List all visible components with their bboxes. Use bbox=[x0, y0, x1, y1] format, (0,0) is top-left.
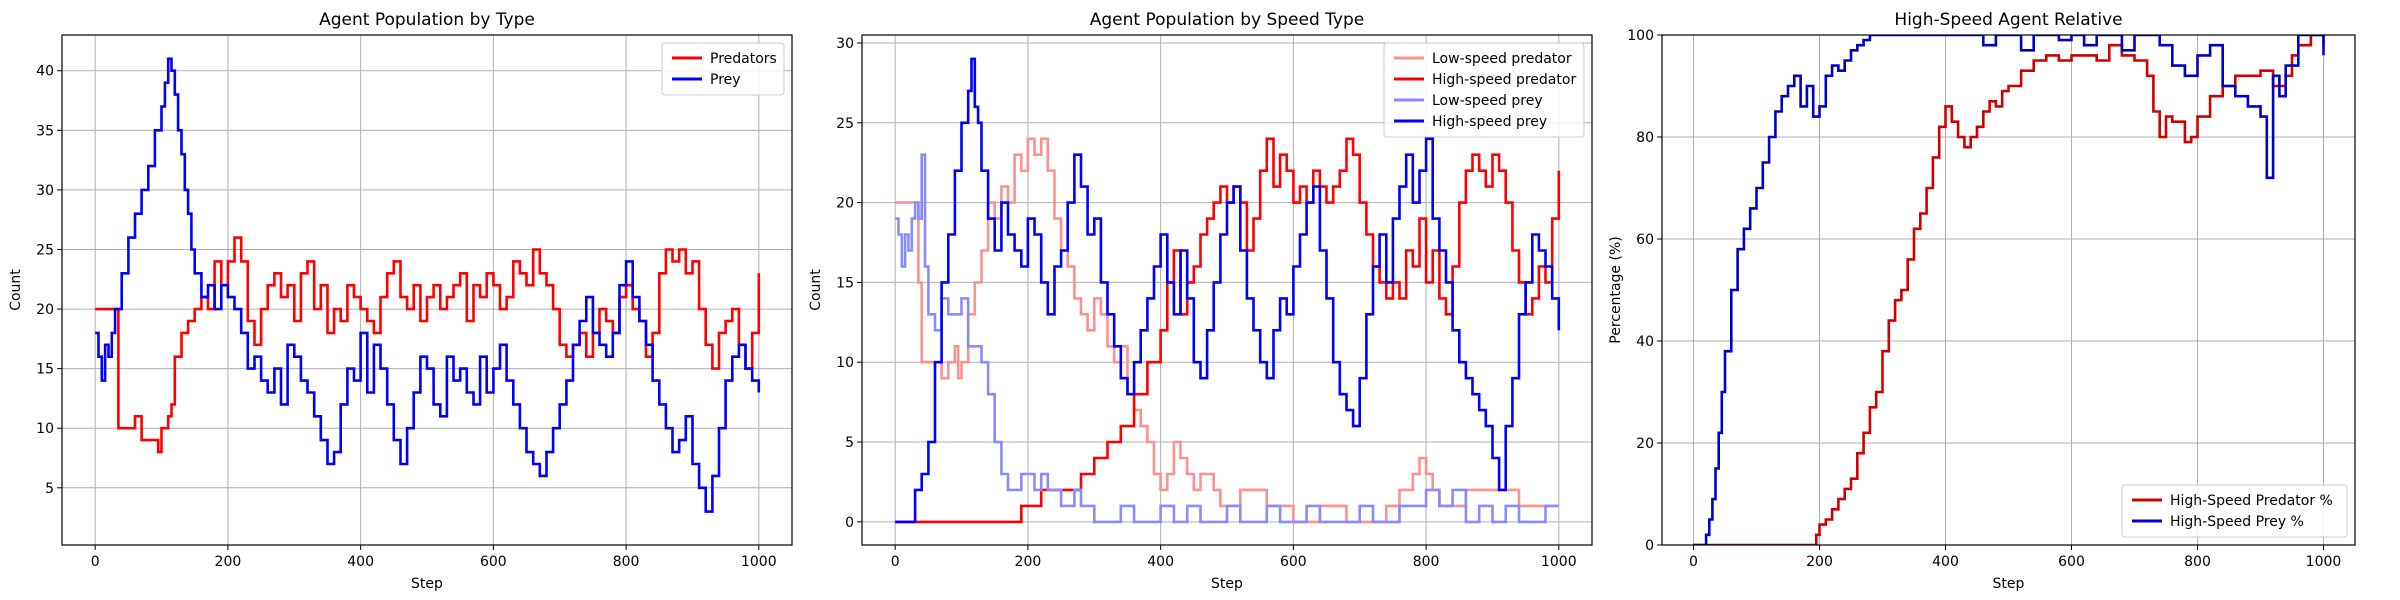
legend-box bbox=[2121, 484, 2348, 538]
y-tick-label: 0 bbox=[1645, 538, 1654, 554]
y-tick-label: 25 bbox=[836, 116, 854, 132]
x-tick-label: 200 bbox=[1015, 554, 1042, 570]
x-axis-label: Step bbox=[1211, 576, 1243, 592]
legend-entry: Low-speed prey bbox=[1432, 93, 1543, 109]
x-tick-label: 200 bbox=[1806, 554, 1833, 570]
legend-box bbox=[661, 42, 785, 96]
y-tick-label: 30 bbox=[836, 36, 854, 52]
x-tick-label: 0 bbox=[1689, 554, 1698, 570]
y-axis-label: Count bbox=[8, 269, 24, 311]
series-line-2 bbox=[95, 57, 761, 513]
legend-entry: High-Speed Predator % bbox=[2170, 493, 2333, 509]
chart-panel-2: 0 200 400 600 800 1000 0 5 10 15 20 25 30 Agent Popul… bbox=[808, 10, 1593, 592]
y-tick-label: 10 bbox=[836, 355, 854, 371]
axes-frame bbox=[61, 34, 793, 546]
x-tick-label: 0 bbox=[891, 554, 900, 570]
y-tick-label: 0 bbox=[845, 515, 854, 531]
legend-box bbox=[1383, 42, 1585, 138]
y-tick-label: 15 bbox=[836, 275, 854, 291]
y-tick-label: 30 bbox=[36, 183, 54, 199]
x-tick-label: 1000 bbox=[2306, 554, 2342, 570]
legend-entry: Low-speed predator bbox=[1432, 51, 1572, 67]
y-tick-label: 35 bbox=[36, 123, 54, 139]
series-line-3 bbox=[895, 153, 1559, 524]
chart-panel-1: 0 200 400 600 800 1000 5 10 15 20 25 30 35 40 Agent Po… bbox=[8, 10, 793, 592]
y-tick-label: 25 bbox=[36, 242, 54, 258]
y-tick-label: 40 bbox=[1636, 334, 1654, 350]
chart-title: Agent Population by Speed Type bbox=[1090, 10, 1364, 30]
x-tick-label: 400 bbox=[347, 554, 374, 570]
x-tick-label: 800 bbox=[613, 554, 640, 570]
x-tick-label: 400 bbox=[1932, 554, 1959, 570]
x-tick-label: 800 bbox=[2184, 554, 2211, 570]
legend: Predators Prey bbox=[661, 42, 785, 96]
y-tick-label: 60 bbox=[1636, 232, 1654, 248]
axes-frame bbox=[861, 34, 1593, 546]
legend-entry: High-speed predator bbox=[1432, 72, 1576, 88]
series-line-2 bbox=[895, 137, 1561, 524]
x-tick-label: 1000 bbox=[1541, 554, 1577, 570]
y-tick-label: 20 bbox=[36, 302, 54, 318]
x-tick-label: 600 bbox=[480, 554, 507, 570]
y-tick-label: 40 bbox=[36, 64, 54, 80]
y-tick-label: 20 bbox=[836, 196, 854, 212]
chart-title: Agent Population by Type bbox=[319, 10, 535, 30]
y-tick-label: 10 bbox=[36, 421, 54, 437]
legend: Low-speed predator High-speed predator Low… bbox=[1383, 42, 1585, 138]
y-axis-label: Percentage (%) bbox=[1608, 236, 1624, 343]
chart-panel-3: 0 200 400 600 800 1000 0 20 40 60 80 100 High-Speed … bbox=[1608, 10, 2356, 592]
y-tick-label: 100 bbox=[1627, 28, 1654, 44]
chart-title: High-Speed Agent Relative bbox=[1894, 10, 2122, 30]
y-tick-label: 20 bbox=[1636, 436, 1654, 452]
legend-entry: Predators bbox=[710, 51, 777, 67]
x-axis-label: Step bbox=[411, 576, 443, 592]
legend-entry: Prey bbox=[710, 72, 741, 88]
series-line-2 bbox=[1693, 35, 2325, 545]
legend-entry: High-Speed Prey % bbox=[2170, 514, 2304, 530]
y-tick-label: 5 bbox=[45, 481, 54, 497]
x-tick-label: 200 bbox=[215, 554, 242, 570]
x-tick-label: 400 bbox=[1147, 554, 1174, 570]
legend-entry: High-speed prey bbox=[1432, 114, 1547, 130]
x-tick-label: 800 bbox=[1413, 554, 1440, 570]
y-tick-label: 80 bbox=[1636, 130, 1654, 146]
x-axis-label: Step bbox=[1993, 576, 2025, 592]
x-tick-label: 0 bbox=[91, 554, 100, 570]
y-tick-label: 5 bbox=[845, 435, 854, 451]
series-line-1 bbox=[1693, 35, 2325, 545]
x-tick-label: 1000 bbox=[741, 554, 777, 570]
x-tick-label: 600 bbox=[2058, 554, 2085, 570]
axes-frame bbox=[1661, 34, 2356, 546]
y-tick-label: 15 bbox=[36, 362, 54, 378]
series-line-1 bbox=[895, 137, 1559, 524]
y-axis-label: Count bbox=[808, 269, 824, 311]
legend: High-Speed Predator % High-Speed Prey % bbox=[2121, 484, 2348, 538]
x-tick-label: 600 bbox=[1280, 554, 1307, 570]
series-line-4 bbox=[895, 57, 1561, 524]
